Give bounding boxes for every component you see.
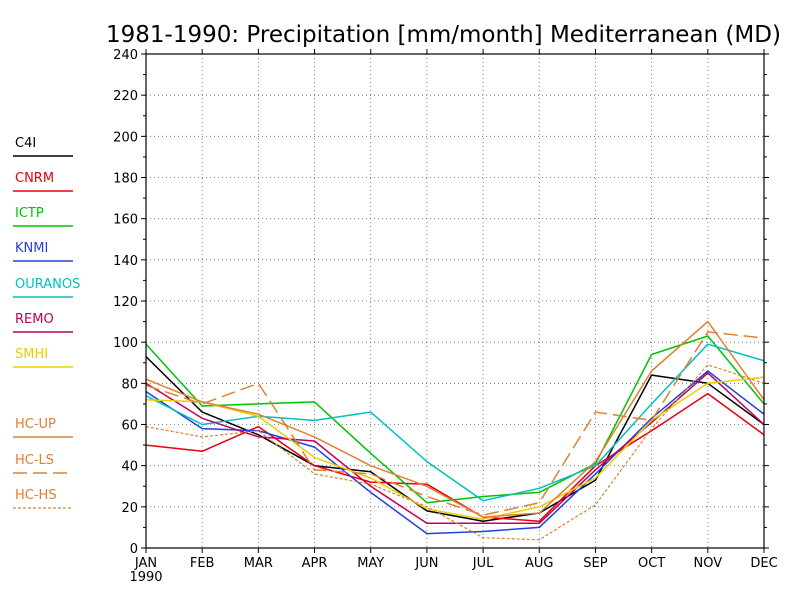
legend-label-smhi: SMHI <box>15 347 48 362</box>
series-lines <box>145 320 765 541</box>
y-tick-label: 80 <box>121 377 138 392</box>
x-tick-label: NOV <box>694 556 723 571</box>
x-tick-label: JUN <box>414 556 438 571</box>
legend-label-ouranos: OURANOS <box>15 277 80 292</box>
legend-label-cnrm: CNRM <box>15 171 54 186</box>
chart-title: 1981-1990: Precipitation [mm/month] Medi… <box>106 22 781 48</box>
series-line-knmi <box>145 370 765 535</box>
legend-label-knmi: KNMI <box>15 241 48 256</box>
series-line-hc-up <box>145 320 765 518</box>
x-tick-label: SEP <box>583 556 607 571</box>
series-line-c4i <box>145 356 765 522</box>
x-tick-label: APR <box>302 556 328 571</box>
legend-label-hc-up: HC-UP <box>15 417 56 432</box>
y-tick-label: 140 <box>113 254 138 269</box>
y-tick-label: 60 <box>121 419 138 434</box>
y-tick-label: 100 <box>113 336 138 351</box>
y-tick-label: 120 <box>113 295 138 310</box>
y-tick-label: 160 <box>113 213 138 228</box>
y-tick-label: 220 <box>113 89 138 104</box>
x-tick-label: DEC <box>750 556 777 571</box>
y-tick-label: 180 <box>113 172 138 187</box>
x-tick-label: AUG <box>525 556 553 571</box>
y-tick-label: 240 <box>113 48 138 63</box>
x-tick-labels: JAN FEB MAR APR MAY JUN JUL AUG SEP OCT NOV DEC 1990 <box>129 556 777 585</box>
legend-label-hc-hs: HC-HS <box>15 488 57 503</box>
series-line-hc-hs <box>145 364 765 541</box>
legend: C4I CNRM ICTP KNMI OURANOS REMO SMHI HC-UP HC-LS… <box>13 136 80 509</box>
x-tick-label: MAR <box>244 556 273 571</box>
y-tick-label: 20 <box>121 501 138 516</box>
legend-label-ictp: ICTP <box>15 206 44 221</box>
series-line-smhi <box>145 376 765 520</box>
legend-label-remo: REMO <box>15 312 54 327</box>
x-tick-label: OCT <box>638 556 665 571</box>
y-tick-label: 200 <box>113 130 138 145</box>
x-tick-sublabel: 1990 <box>129 570 162 585</box>
x-tick-label: FEB <box>190 556 215 571</box>
x-tick-label: JUL <box>472 556 494 571</box>
series-line-ouranos <box>145 343 765 502</box>
legend-label-hc-ls: HC-LS <box>15 453 54 468</box>
y-tick-label: 40 <box>121 460 138 475</box>
legend-label-c4i: C4I <box>15 136 36 151</box>
x-tick-label: MAY <box>357 556 384 571</box>
series-line-ictp <box>145 335 765 504</box>
y-tick-label: 0 <box>130 542 138 557</box>
series-line-hc-ls <box>145 331 765 516</box>
x-tick-label: JAN <box>134 556 157 571</box>
axis-ticks <box>141 49 769 553</box>
y-tick-labels: 0 20 40 60 80 100 120 140 160 180 200 220 240 <box>113 48 138 557</box>
grid-lines <box>146 54 764 548</box>
